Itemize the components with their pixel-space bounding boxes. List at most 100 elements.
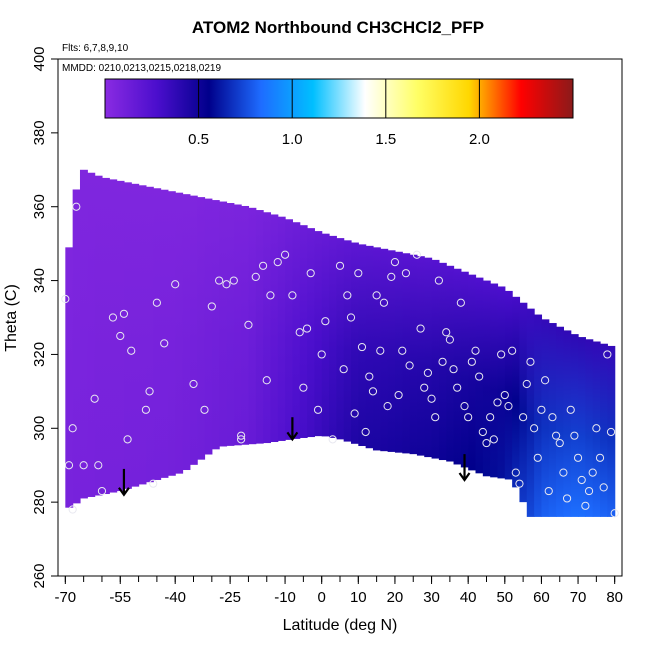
sample-point — [141, 405, 150, 414]
sample-point — [533, 453, 542, 462]
sample-point — [471, 346, 480, 355]
sample-point — [566, 405, 575, 414]
field-cell — [263, 212, 272, 444]
colorbar-tick-label: 2.0 — [469, 131, 490, 148]
sample-point — [595, 453, 605, 462]
sample-point — [251, 272, 260, 281]
field-cell — [123, 182, 132, 489]
sample-point — [94, 461, 103, 470]
field-cell — [101, 177, 110, 495]
sample-point — [237, 435, 246, 444]
field-cell — [475, 277, 484, 474]
sample-point — [570, 431, 579, 440]
sample-point — [207, 302, 216, 311]
sample-point — [387, 272, 396, 281]
sample-point — [295, 328, 304, 337]
sample-point — [540, 376, 550, 385]
sample-point — [588, 468, 597, 477]
sample-point — [350, 409, 359, 418]
field-cell — [204, 198, 213, 455]
sample-point — [522, 379, 531, 389]
field-cell — [578, 337, 586, 517]
field-cell — [402, 253, 411, 454]
x-tick-label: -70 — [54, 589, 76, 606]
sample-point — [160, 339, 169, 348]
field-cell — [153, 188, 162, 480]
x-tick-label: -10 — [274, 589, 296, 606]
sample-point — [398, 346, 407, 355]
sample-point — [222, 280, 231, 289]
sample-point — [229, 276, 238, 285]
field-cell — [453, 268, 462, 465]
y-tick-label: 340 — [31, 268, 48, 293]
sample-point — [258, 261, 268, 270]
sample-point — [354, 269, 363, 278]
sample-point — [97, 486, 107, 496]
sample-point — [116, 331, 125, 341]
flights-note: Flts: 6,7,8,9,10 — [62, 43, 129, 54]
x-tick-label: -55 — [109, 589, 131, 606]
sample-point — [152, 298, 161, 307]
sample-point — [526, 357, 535, 366]
sample-point — [508, 346, 517, 355]
field-cell — [314, 231, 323, 437]
flight-arrows — [118, 417, 471, 497]
sample-point — [584, 486, 594, 496]
field-cell — [570, 334, 579, 517]
sample-point — [434, 276, 443, 285]
sample-point — [456, 298, 465, 307]
sample-point — [64, 461, 74, 470]
field-cell — [94, 175, 103, 496]
y-tick-label: 360 — [31, 194, 48, 219]
colorbar-gradient — [104, 78, 574, 119]
y-tick-label: 380 — [31, 120, 48, 145]
field-cell — [563, 330, 572, 517]
field-cell — [534, 314, 543, 517]
field-cell — [424, 257, 433, 458]
sample-point — [72, 202, 81, 211]
x-tick-label: 10 — [350, 589, 367, 606]
sample-point — [599, 483, 608, 492]
field-cell — [65, 247, 74, 508]
field-cell — [167, 191, 176, 476]
sample-point — [379, 298, 389, 307]
x-tick-label: 70 — [570, 589, 587, 606]
sample-point — [592, 424, 601, 433]
field-cell — [138, 185, 147, 485]
field-cell — [321, 233, 330, 437]
y-tick-label: 280 — [31, 490, 48, 515]
flight-arrow — [118, 468, 130, 497]
sample-point — [280, 250, 290, 259]
field-cell — [233, 204, 242, 446]
flight-arrow — [286, 417, 299, 442]
sample-point — [562, 494, 572, 503]
sample-point — [383, 402, 392, 411]
sample-point — [577, 475, 586, 485]
flight-arrow — [458, 454, 471, 482]
field-cell — [541, 319, 550, 517]
field-cell — [438, 262, 447, 461]
sample-point — [200, 405, 209, 414]
sample-point — [493, 398, 502, 407]
field-cell — [182, 194, 191, 471]
sample-point — [423, 368, 432, 377]
field-cell — [248, 207, 257, 445]
field-cell — [226, 203, 235, 446]
sample-point — [497, 350, 506, 359]
sample-point — [460, 402, 469, 411]
sample-point — [555, 438, 564, 448]
x-tick-label: 30 — [423, 589, 440, 606]
sample-point — [313, 405, 323, 414]
field-cell — [72, 189, 81, 504]
sample-point — [171, 280, 180, 289]
field-cell — [585, 339, 594, 517]
sample-point — [215, 276, 224, 285]
field-cell — [446, 265, 455, 462]
sample-point — [288, 291, 297, 300]
sample-point — [119, 309, 129, 318]
x-tick-label: -25 — [219, 589, 241, 606]
field-cell — [548, 323, 557, 517]
sample-point — [464, 413, 473, 422]
x-tick-label: 50 — [496, 589, 513, 606]
